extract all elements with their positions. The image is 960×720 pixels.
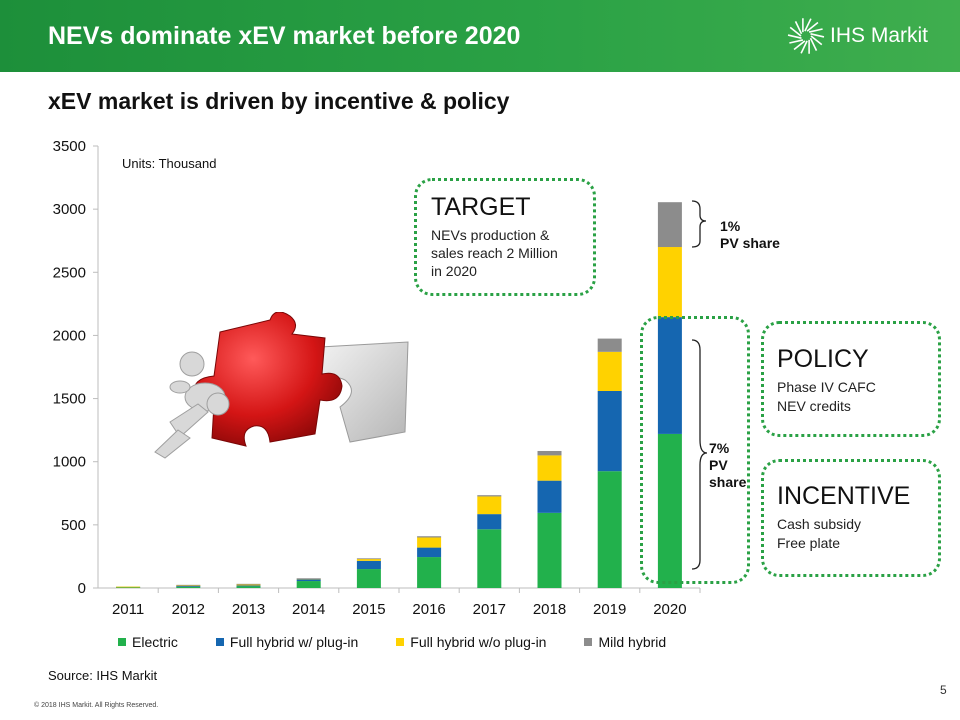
legend-electric: Electric: [118, 634, 178, 650]
x-tick-label: 2019: [593, 601, 626, 618]
policy-title: POLICY: [777, 345, 869, 373]
share-mid-label: 7% PV share: [709, 440, 747, 490]
bar-2019-electric: [597, 471, 622, 588]
y-tick-label: 2500: [53, 264, 86, 281]
legend-swatch: [118, 638, 126, 646]
y-tick-label: 3000: [53, 201, 86, 218]
x-tick-label: 2015: [352, 601, 385, 618]
bar-2014-electric: [296, 581, 321, 588]
target-line-2: sales reach 2 Million: [431, 245, 558, 261]
figure-illustration: [154, 351, 230, 459]
legend-swatch: [215, 638, 224, 646]
y-tick-label: 1500: [53, 391, 86, 408]
header-bar: NEVs dominate xEV market before 2020 IHS…: [0, 0, 960, 72]
bar-2012-mild-hybrid: [176, 584, 201, 586]
bar-2016-full-hybrid-w-o-plug-in: [417, 537, 442, 548]
policy-box: [761, 321, 941, 437]
legend-swatch: [396, 638, 405, 646]
bar-2015-mild-hybrid: [356, 558, 381, 560]
policy-line-2: NEV credits: [777, 398, 851, 414]
x-tick-label: 2016: [412, 601, 445, 618]
incentive-title: INCENTIVE: [777, 482, 911, 510]
bar-2015-full-hybrid-w-plug-in: [356, 560, 381, 570]
x-tick-label: 2017: [473, 601, 506, 618]
x-tick-label: 2018: [533, 601, 566, 618]
bar-2015-full-hybrid-w-o-plug-in: [356, 558, 381, 561]
bar-2020-full-hybrid-w-plug-in: [657, 317, 682, 434]
slide-subtitle: xEV market is driven by incentive & poli…: [48, 88, 510, 114]
bar-2020-full-hybrid-w-o-plug-in: [657, 247, 682, 318]
company-logo: IHS Markit: [786, 14, 946, 58]
source-note: Source: IHS Markit: [48, 668, 158, 683]
bar-2017-full-hybrid-w-plug-in: [477, 514, 502, 530]
puzzle-illustration: [154, 312, 409, 459]
x-tick-label: 2012: [172, 601, 205, 618]
bar-2012-full-hybrid-w-plug-in: [176, 586, 201, 587]
bar-2015-electric: [356, 569, 381, 588]
stacked-bar-chart: 0 500 1000 1500 2000 2500 3000 3500 2011 2012 2013…: [53, 138, 701, 618]
y-tick-label: 2000: [53, 327, 86, 344]
legend-swatch: [584, 638, 593, 646]
bar-2016-electric: [417, 557, 442, 588]
bar-2018-electric: [537, 512, 562, 588]
bar-2019-mild-hybrid: [597, 338, 622, 352]
bar-2012-electric: [176, 586, 201, 588]
bar-2014-full-hybrid-w-plug-in: [296, 579, 321, 582]
policy-line-1: Phase IV CAFC: [777, 379, 876, 395]
x-tick-label: 2011: [112, 601, 144, 618]
legend-phev: Full hybrid w/ plug-in: [215, 634, 358, 650]
legend-hev: Full hybrid w/o plug-in: [396, 634, 546, 650]
target-title: TARGET: [431, 193, 531, 221]
y-tick-label: 0: [78, 580, 86, 597]
bar-2019-full-hybrid-w-o-plug-in: [597, 351, 622, 391]
bracket-mid: [691, 339, 708, 570]
target-line-3: in 2020: [431, 263, 477, 279]
bar-2016-full-hybrid-w-plug-in: [417, 547, 442, 558]
chart-legend: Electric Full hybrid w/ plug-in Full hyb…: [118, 634, 704, 650]
share-brackets: [691, 200, 708, 570]
y-tick-label: 3500: [53, 138, 86, 155]
y-tick-label: 1000: [53, 454, 86, 471]
red-puzzle-piece: [193, 312, 343, 447]
bar-2018-full-hybrid-w-plug-in: [537, 480, 562, 513]
bar-2017-full-hybrid-w-o-plug-in: [477, 496, 502, 515]
bracket-top: [691, 200, 707, 248]
slide-title: NEVs dominate xEV market before 2020: [48, 22, 521, 50]
bar-2013-mild-hybrid: [236, 583, 261, 585]
starburst-logo-icon: [787, 18, 825, 54]
incentive-line-2: Free plate: [777, 535, 841, 551]
logo-text: IHS Markit: [830, 24, 929, 47]
legend-mild: Mild hybrid: [584, 634, 666, 650]
highlight-2020-box: [640, 316, 750, 584]
target-box: [414, 178, 596, 296]
bar-2020-mild-hybrid: [657, 202, 682, 248]
bar-2013-full-hybrid-w-plug-in: [236, 585, 261, 587]
bar-2014-mild-hybrid: [296, 578, 321, 580]
y-tick-label: 500: [61, 517, 86, 534]
share-top-label: 1% PV share: [720, 218, 780, 251]
x-tick-label: 2013: [232, 601, 265, 618]
bar-2013-full-hybrid-w-o-plug-in: [236, 584, 261, 586]
incentive-line-1: Cash subsidy: [777, 516, 862, 532]
bar-2020-electric: [657, 433, 682, 588]
target-line-1: NEVs production &: [431, 227, 550, 243]
bar-2013-electric: [236, 586, 261, 588]
bar-2011-full-hybrid-w-o-plug-in: [116, 586, 141, 588]
bar-2018-mild-hybrid: [537, 450, 562, 456]
bar-2017-mild-hybrid: [477, 495, 502, 497]
copyright-note: © 2018 IHS Markit. All Rights Reserved.: [34, 702, 159, 709]
bar-2016-mild-hybrid: [417, 536, 442, 538]
bar-2017-electric: [477, 529, 502, 588]
units-note: Units: Thousand: [122, 156, 217, 171]
x-tick-label: 2020: [653, 601, 686, 618]
bar-2019-full-hybrid-w-plug-in: [597, 390, 622, 472]
page-number: 5: [940, 683, 947, 697]
bar-2018-full-hybrid-w-o-plug-in: [537, 455, 562, 481]
x-tick-label: 2014: [292, 601, 325, 618]
incentive-box: [761, 459, 941, 577]
